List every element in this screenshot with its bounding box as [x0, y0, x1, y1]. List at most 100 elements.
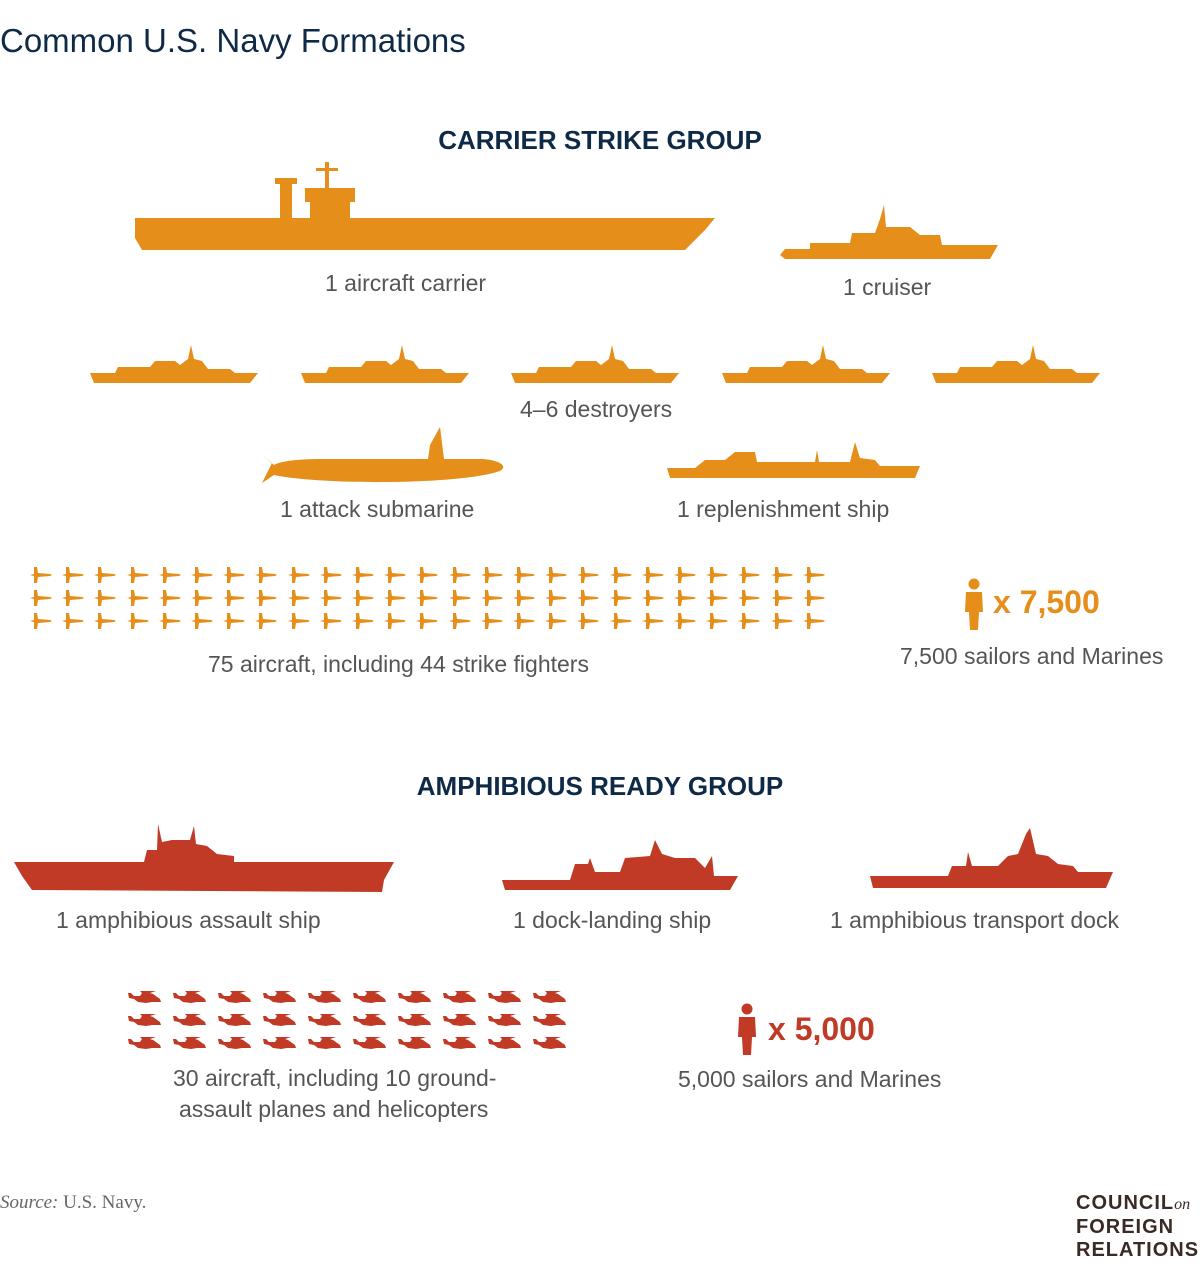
fighter-jet-icon [287, 613, 310, 629]
cfr-logo: COUNCILon FOREIGN RELATIONS [1076, 1192, 1199, 1262]
helicopter-icon [488, 991, 521, 1003]
fighter-jet-icon [577, 567, 600, 583]
helicopter-icon [443, 1014, 476, 1026]
fighter-jet-icon [448, 613, 471, 629]
helicopter-icon [218, 1037, 251, 1049]
helicopter-icon [173, 1014, 206, 1026]
fighter-jet-icon [674, 590, 696, 606]
fighter-jet-icon [223, 590, 246, 606]
amphibious-ready-group-heading: AMPHIBIOUS READY GROUP [416, 771, 784, 801]
fighter-jet-icon [319, 613, 342, 629]
amphibious-transport-dock-icon [870, 828, 1113, 888]
fighter-jet-icon [255, 613, 278, 629]
fighter-jet-icon [30, 567, 52, 583]
fighter-jet-icon [416, 613, 439, 629]
fighter-jet-icon [802, 613, 825, 629]
fighter-jet-icon [770, 590, 793, 606]
fighter-jet-icon [94, 613, 117, 629]
helicopter-icon [398, 1037, 431, 1049]
fighter-jet-icon [706, 567, 729, 583]
helicopter-icon [353, 1014, 386, 1026]
fighter-jet-icon [352, 567, 374, 583]
helicopter-icon [533, 991, 566, 1003]
fighter-jet-icon [287, 567, 310, 583]
replenishment-ship-icon [667, 442, 920, 478]
logo-line3: RELATIONS [1076, 1239, 1200, 1261]
dock-landing-ship-icon [502, 840, 738, 890]
fighter-jet-icon [513, 613, 535, 629]
fighter-jet-icon [30, 590, 52, 606]
fighter-jet-icon [62, 590, 85, 606]
helicopter-icon [128, 1037, 161, 1049]
fighter-jet-icon [738, 590, 761, 606]
helicopter-icon [263, 991, 296, 1003]
fighter-jet-icon [319, 567, 342, 583]
fighter-jet-icon [30, 613, 52, 629]
aircraft-grid [28, 566, 828, 636]
fighter-jet-icon [641, 567, 664, 583]
helicopter-icon [488, 1037, 521, 1049]
fighter-jet-icon [191, 567, 213, 583]
helicopter-icon [218, 991, 251, 1003]
cruiser-label: 1 cruiser [843, 274, 932, 300]
transport-dock-label: 1 amphibious transport dock [830, 907, 1119, 933]
fighter-jet-icon [480, 567, 503, 583]
destroyer-icon [721, 345, 890, 383]
fighter-jet-icon [513, 590, 535, 606]
destroyer-icon [90, 345, 258, 383]
attack-submarine-icon [262, 427, 504, 483]
page-title: Common U.S. Navy Formations [0, 22, 466, 59]
helicopter-icon [173, 1037, 206, 1049]
personnel-multiplier: x 7,500 [993, 584, 1100, 620]
amphibious-assault-ship-icon [14, 824, 394, 892]
helicopter-icon [488, 1014, 521, 1026]
fighter-jet-icon [738, 567, 761, 583]
assault-ship-label: 1 amphibious assault ship [56, 907, 321, 933]
destroyer-icon [511, 345, 679, 383]
helicopter-icon [218, 1014, 251, 1026]
helicopter-icon [263, 1037, 296, 1049]
fighter-jet-icon [62, 567, 85, 583]
fighter-jet-icon [94, 567, 117, 583]
fighter-jet-icon [223, 567, 246, 583]
helicopter-icon [533, 1014, 566, 1026]
cruiser-icon [780, 205, 998, 259]
logo-line2: FOREIGN [1076, 1216, 1175, 1238]
fighter-jet-icon [158, 590, 181, 606]
fighter-jet-icon [384, 567, 407, 583]
helicopter-icon [173, 991, 206, 1003]
fighter-jet-icon [480, 613, 503, 629]
fighter-jet-icon [674, 613, 696, 629]
aircraft-carrier-label: 1 aircraft carrier [325, 270, 487, 296]
fighter-jet-icon [674, 567, 696, 583]
fighter-jet-icon [158, 613, 181, 629]
fighter-jet-icon [641, 590, 664, 606]
carrier-strike-group-heading: CARRIER STRIKE GROUP [438, 125, 762, 155]
fighter-jet-icon [706, 590, 729, 606]
fighter-jet-icon [255, 590, 278, 606]
helicopter-icon [128, 991, 161, 1003]
fighter-jet-icon [255, 567, 278, 583]
amphibious-personnel-multiplier: x 5,000 [768, 1011, 875, 1047]
source-text: U.S. Navy. [63, 1192, 147, 1213]
fighter-jet-icon [416, 567, 439, 583]
fighter-jet-icon [384, 613, 407, 629]
helicopter-icon [308, 991, 341, 1003]
helicopter-icon [398, 991, 431, 1003]
fighter-jet-icon [126, 567, 149, 583]
sailor-icon-amphibious [738, 1003, 756, 1055]
fighter-jet-icon [802, 567, 825, 583]
fighter-jet-icon [545, 613, 568, 629]
fighter-jet-icon [609, 567, 632, 583]
fighter-jet-icon [62, 613, 85, 629]
helicopter-icon [353, 991, 386, 1003]
fighter-jet-icon [191, 613, 213, 629]
submarine-label: 1 attack submarine [280, 496, 475, 522]
fighter-jet-icon [448, 567, 471, 583]
fighter-jet-icon [545, 590, 568, 606]
helicopter-icon [263, 1014, 296, 1026]
sailor-icon [965, 578, 983, 630]
replenishment-label: 1 replenishment ship [677, 496, 890, 522]
fighter-jet-icon [158, 567, 181, 583]
helicopter-icon [443, 1037, 476, 1049]
